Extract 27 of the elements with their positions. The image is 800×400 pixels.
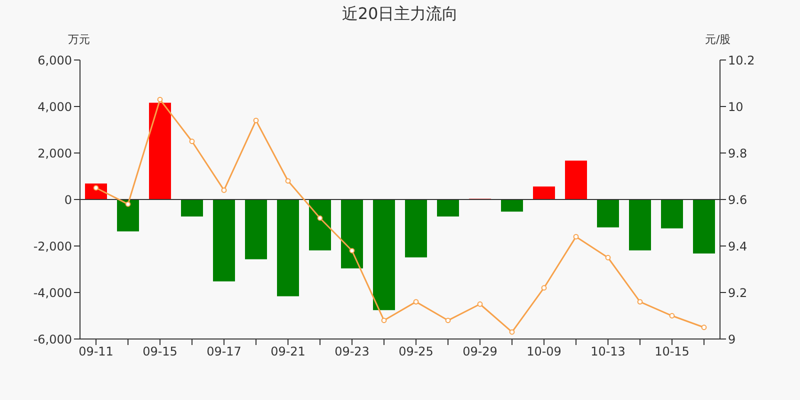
x-tick-label: 10-15 (654, 344, 690, 359)
y2-tick-label: 9.4 (728, 239, 748, 254)
y-tick-label: 4,000 (38, 100, 72, 114)
x-tick-label: 09-29 (462, 344, 498, 359)
y-tick-label: -2,000 (33, 239, 72, 254)
y2-tick-label: 10 (728, 100, 744, 114)
chart-title: 近20日主力流向 (340, 4, 460, 25)
y2-tick-label: 10.2 (728, 53, 755, 68)
y-tick-label: 2,000 (38, 146, 72, 160)
y2-tick-label: 9.6 (728, 192, 748, 207)
x-tick-label: 10-13 (590, 344, 626, 359)
y-tick-label: -4,000 (33, 286, 72, 300)
y2-axis-title: 元/股 (705, 32, 731, 47)
y2-tick-label: 9.8 (728, 146, 748, 160)
x-tick-label: 09-17 (206, 344, 242, 359)
y-tick-label: 0 (64, 192, 72, 207)
x-tick-label: 09-21 (270, 344, 306, 359)
y2-tick-label: 9.2 (728, 286, 748, 300)
x-tick-label: 09-15 (142, 344, 178, 359)
x-tick-label: 09-25 (398, 344, 434, 359)
x-tick-label: 09-11 (78, 344, 114, 359)
y-tick-label: -6,000 (33, 332, 72, 346)
y-tick-label: 6,000 (38, 53, 72, 68)
y-axis-title: 万元 (68, 32, 90, 47)
x-tick-label: 10-09 (526, 344, 562, 359)
x-tick-label: 09-23 (334, 344, 370, 359)
y2-tick-label: 9 (728, 332, 736, 346)
